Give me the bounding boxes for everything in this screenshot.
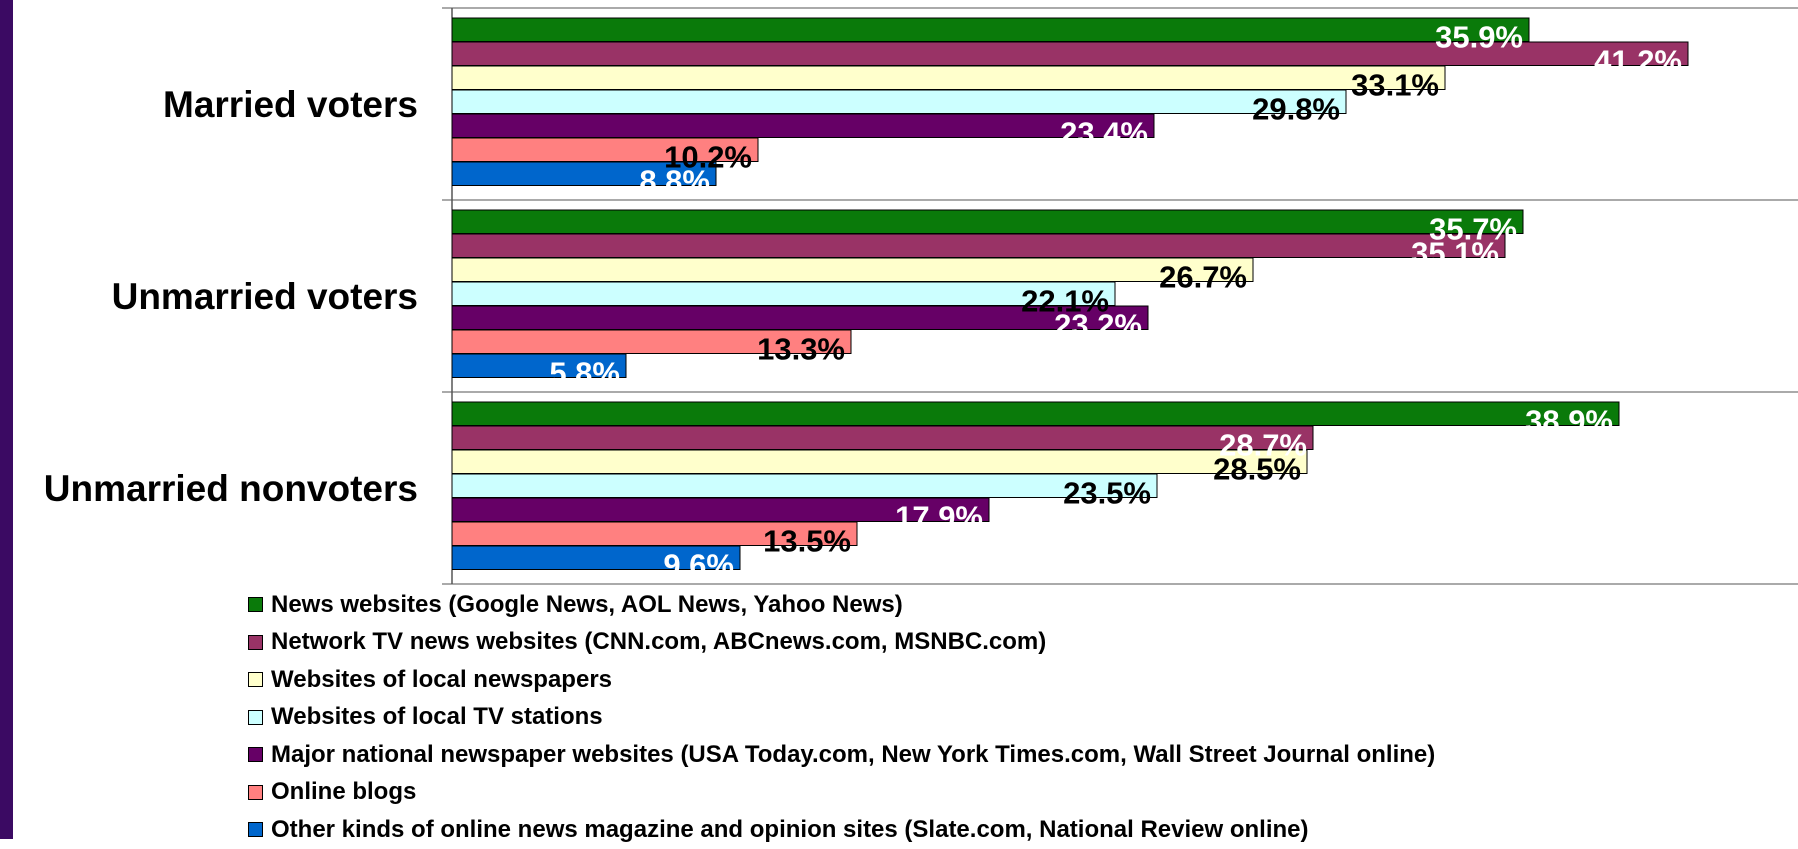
legend-label: Major national newspaper websites (USA T… [271, 740, 1436, 768]
bar [451, 353, 627, 378]
category-label: Unmarried voters [112, 276, 418, 317]
value-labels: 35.9%41.2%33.1%29.8%23.4%10.2%8.8%35.7%3… [549, 20, 1682, 583]
legend-label: Other kinds of online news magazine and … [271, 815, 1309, 843]
legend-label: Network TV news websites (CNN.com, ABCne… [271, 628, 1047, 656]
category-labels: Married voters Unmarried voters Unmarried … [44, 84, 418, 509]
bar-value-label: 9.6% [663, 548, 734, 583]
legend-label: Websites of local TV stations [271, 703, 603, 731]
bar-chart: Married voters Unmarried voters Unmarried … [44, 7, 1798, 585]
bar-value-label: 38.9% [1525, 404, 1613, 439]
bar-value-label: 35.7% [1429, 212, 1517, 247]
legend-item: News websites (Google News, AOL News, Ya… [248, 586, 1435, 624]
legend: News websites (Google News, AOL News, Ya… [248, 586, 1435, 849]
bar-value-label: 23.4% [1060, 116, 1148, 151]
legend-label: Websites of local newspapers [271, 665, 613, 693]
legend-swatch [248, 597, 263, 613]
bar [451, 233, 1506, 258]
bar-value-label: 10.2% [664, 140, 752, 175]
bar-value-label: 33.1% [1351, 68, 1439, 103]
bar-value-label: 17.9% [895, 500, 983, 535]
bar-value-label: 23.2% [1054, 308, 1142, 343]
bar-value-label: 29.8% [1252, 92, 1340, 127]
bar-value-label: 23.5% [1063, 476, 1151, 511]
bar [451, 281, 1116, 306]
bars-group [451, 17, 1689, 570]
bar-value-label: 35.1% [1411, 236, 1499, 271]
legend-label: News websites (Google News, AOL News, Ya… [271, 590, 903, 618]
bar-value-label: 13.3% [757, 332, 845, 367]
category-label: Married voters [163, 84, 418, 125]
category-label: Unmarried nonvoters [44, 468, 418, 509]
legend-item: Network TV news websites (CNN.com, ABCne… [248, 624, 1435, 662]
bar [451, 161, 717, 186]
bar [451, 65, 1446, 90]
legend-item: Websites of local TV stations [248, 699, 1435, 737]
bar-value-label: 28.7% [1219, 428, 1307, 463]
bar-value-label: 35.9% [1435, 20, 1523, 55]
bar [451, 17, 1530, 42]
bar-value-label: 22.1% [1021, 284, 1109, 319]
bar [451, 257, 1254, 282]
bar-value-label: 8.8% [639, 164, 710, 199]
legend-item: Other kinds of online news magazine and … [248, 811, 1435, 849]
bar [451, 401, 1620, 426]
legend-label: Online blogs [271, 778, 417, 806]
legend-swatch [248, 672, 263, 688]
left-border-strip [0, 0, 13, 839]
legend-item: Major national newspaper websites (USA T… [248, 736, 1435, 774]
bar [451, 545, 741, 570]
legend-item: Online blogs [248, 774, 1435, 812]
bar-value-label: 5.8% [549, 356, 620, 391]
bar [451, 113, 1155, 138]
bar-value-label: 13.5% [763, 524, 851, 559]
legend-swatch [248, 822, 263, 838]
legend-swatch [248, 634, 263, 650]
bar-value-label: 28.5% [1213, 452, 1301, 487]
bar [451, 425, 1314, 450]
bar [451, 329, 852, 354]
legend-swatch [248, 709, 263, 725]
bar [451, 449, 1308, 474]
bar [451, 209, 1524, 234]
legend-swatch [248, 747, 263, 763]
bar [451, 473, 1158, 498]
bar-value-label: 26.7% [1159, 260, 1247, 295]
legend-swatch [248, 784, 263, 800]
legend-item: Websites of local newspapers [248, 661, 1435, 699]
bar [451, 89, 1347, 114]
bar-value-label: 41.2% [1594, 44, 1682, 79]
